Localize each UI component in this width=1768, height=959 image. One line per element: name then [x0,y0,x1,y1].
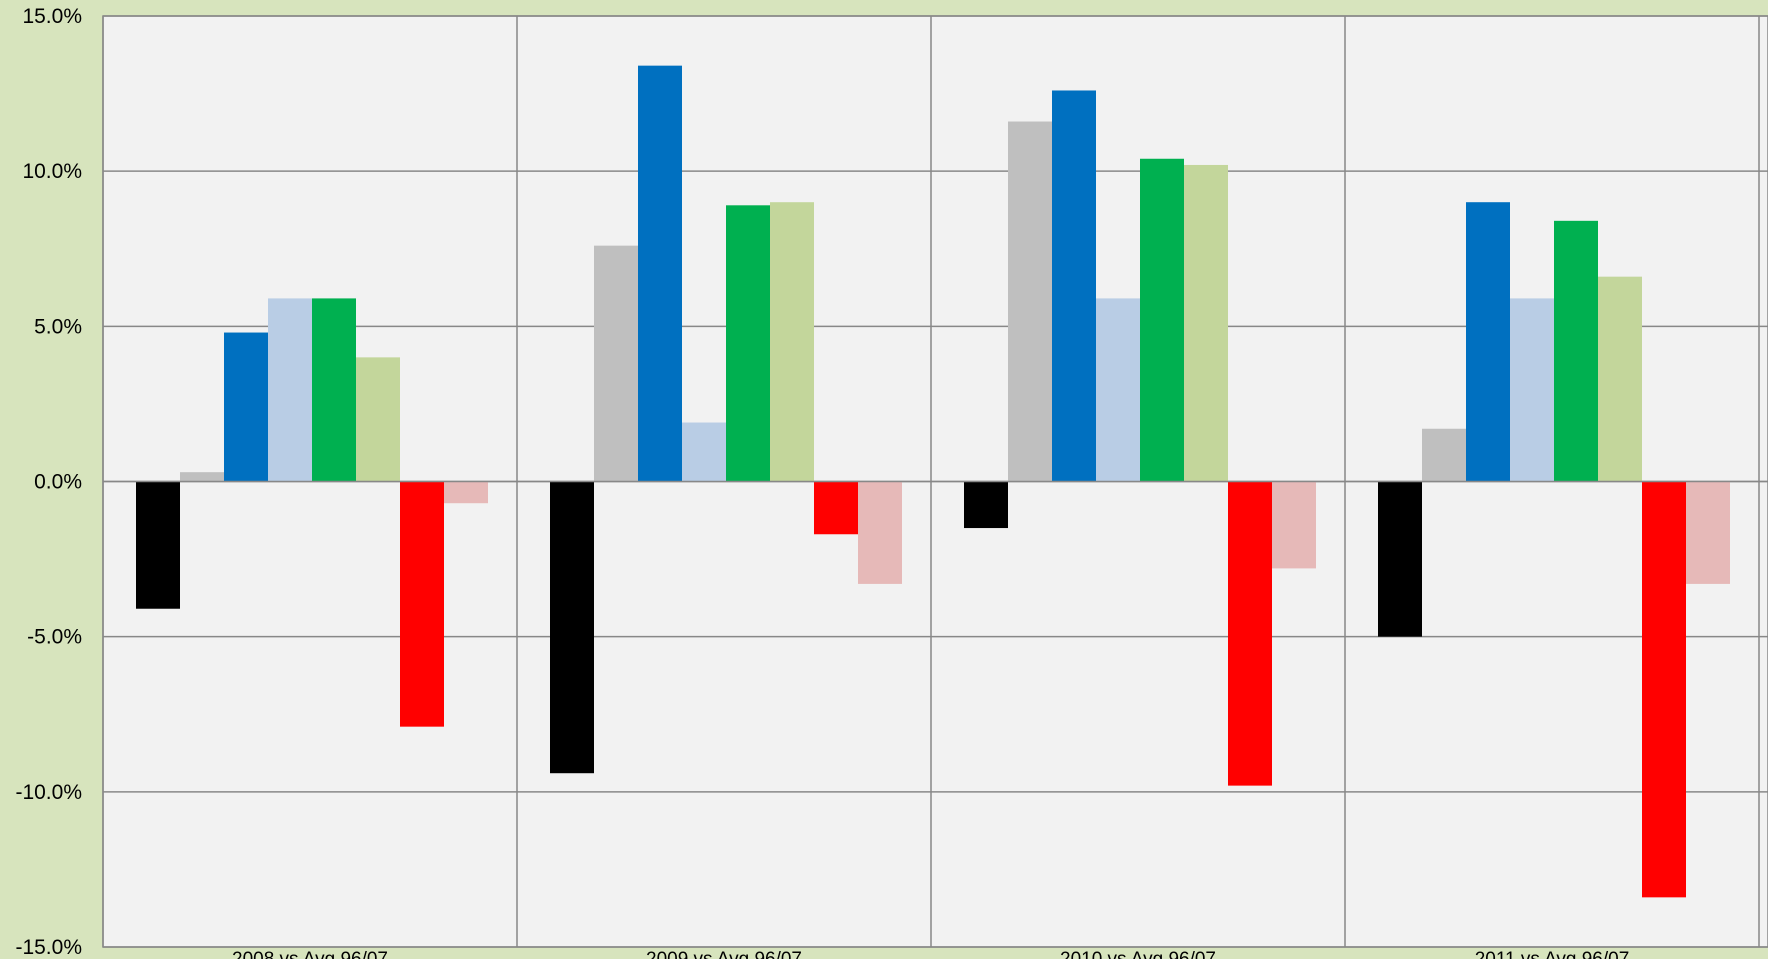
bar-series8-cat1 [444,481,488,504]
bar-series4-cat1 [268,298,312,482]
x-category-label: 2010 vs Avg 96/07 [1060,949,1216,959]
bar-series2-cat2 [594,245,638,482]
bar-series1-cat1 [136,481,180,609]
y-tick-label: -10.0% [15,781,82,804]
bar-series7-cat4 [1642,481,1686,898]
bar-series2-cat4 [1422,428,1466,482]
bar-series6-cat3 [1184,164,1228,482]
bar-series6-cat2 [770,202,814,482]
x-category-label: 2011 vs Avg 96/07 [1475,949,1630,959]
y-tick-label: 5.0% [34,315,82,338]
bar-series7-cat1 [400,481,444,727]
bar-series5-cat1 [312,298,356,482]
y-tick-label: 10.0% [22,160,82,183]
bar-series4-cat4 [1510,298,1554,482]
y-axis: 15.0% 10.0% 5.0% 0.0% -5.0% -10.0% -15.0% [15,5,82,959]
bar-series5-cat3 [1140,158,1184,482]
x-category-label: 2009 vs Avg 96/07 [646,949,802,959]
bar-series2-cat3 [1008,121,1052,482]
y-tick-label: 0.0% [34,471,82,494]
x-category-label: 2008 vs Avg 96/07 [232,949,388,959]
bar-series8-cat4 [1686,481,1730,584]
bar-series8-cat2 [858,481,902,584]
bar-series1-cat3 [964,481,1008,529]
bar-series1-cat2 [550,481,594,774]
bar-series3-cat4 [1466,202,1510,482]
bar-series1-cat4 [1378,481,1422,637]
bar-series5-cat2 [726,205,770,482]
y-tick-label: 15.0% [22,5,82,28]
bars [136,65,1730,898]
bar-series3-cat1 [224,332,268,482]
y-tick-label: -15.0% [15,936,82,959]
bar-series6-cat1 [356,357,400,482]
bar-series5-cat4 [1554,220,1598,482]
bar-series2-cat1 [180,472,224,482]
bar-series7-cat3 [1228,481,1272,786]
bar-series6-cat4 [1598,276,1642,482]
bar-series3-cat3 [1052,90,1096,482]
x-axis: 2008 vs Avg 96/07 2009 vs Avg 96/07 2010 v… [232,949,1629,959]
y-tick-label: -5.0% [27,626,82,649]
bar-series4-cat3 [1096,298,1140,482]
bar-series8-cat3 [1272,481,1316,569]
bar-series7-cat2 [814,481,858,535]
bar-series4-cat2 [682,422,726,482]
bar-series3-cat2 [638,65,682,482]
